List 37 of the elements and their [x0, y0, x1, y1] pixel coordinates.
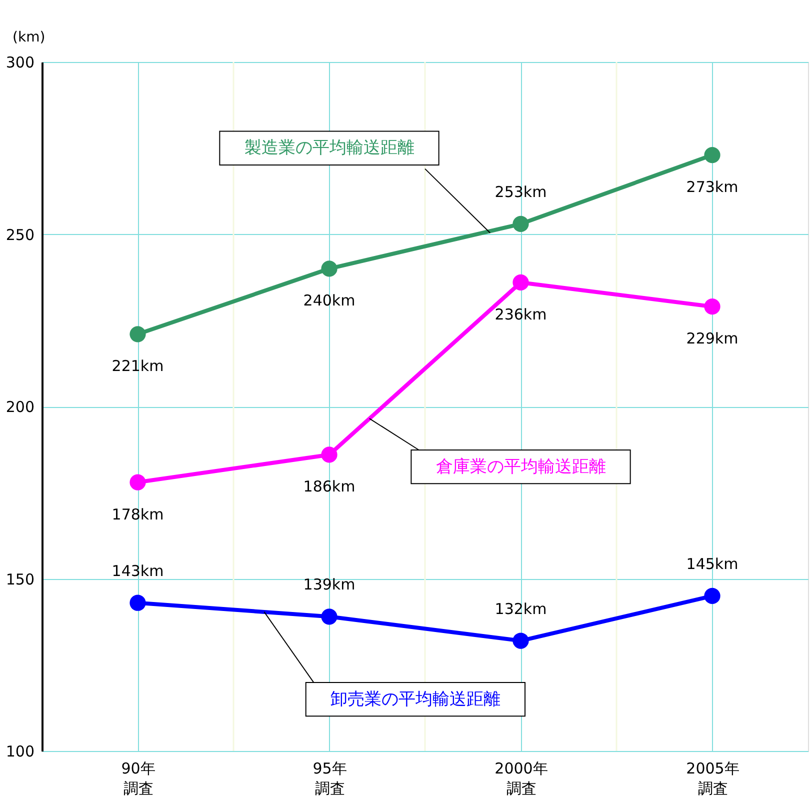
text: 卸売業の平均輸送距離 — [330, 689, 500, 710]
data-label: 253km — [494, 182, 547, 201]
x-tick-label: 90年調査 — [121, 760, 156, 798]
text: 倉庫業の平均輸送距離 — [436, 456, 606, 477]
text: 製造業の平均輸送距離 — [244, 138, 414, 158]
data-label: 236km — [494, 305, 547, 324]
point — [512, 632, 529, 649]
y-axis-title: (km) — [12, 30, 46, 46]
point — [130, 594, 146, 611]
point — [512, 216, 529, 232]
point — [704, 588, 720, 604]
point — [130, 326, 146, 342]
point — [321, 260, 338, 277]
data-label: 132km — [494, 600, 547, 618]
data-label: 139km — [303, 576, 356, 594]
data-label: 178km — [112, 505, 164, 524]
y-tick-label: 200 — [6, 398, 34, 416]
data-label: 186km — [303, 478, 356, 496]
x-tick-label: 2000年調査 — [494, 760, 548, 798]
data-label: 229km — [686, 330, 738, 348]
y-tick-label: 300 — [6, 54, 34, 72]
data-label: 221km — [112, 357, 164, 376]
data-label: 143km — [112, 562, 164, 580]
data-label: 240km — [303, 292, 356, 310]
y-tick-label: 150 — [6, 570, 34, 588]
x-tick-label: 2005年調査 — [686, 760, 740, 798]
x-tick-label: 95年調査 — [312, 760, 347, 798]
point — [321, 608, 338, 625]
point — [512, 274, 529, 291]
point — [321, 446, 338, 463]
point — [704, 146, 720, 164]
point — [130, 474, 146, 490]
data-label: 145km — [686, 554, 738, 573]
point — [704, 298, 720, 315]
y-tick-label: 100 — [6, 742, 34, 760]
data-label: 273km — [686, 178, 738, 196]
y-tick-label: 250 — [6, 226, 34, 244]
